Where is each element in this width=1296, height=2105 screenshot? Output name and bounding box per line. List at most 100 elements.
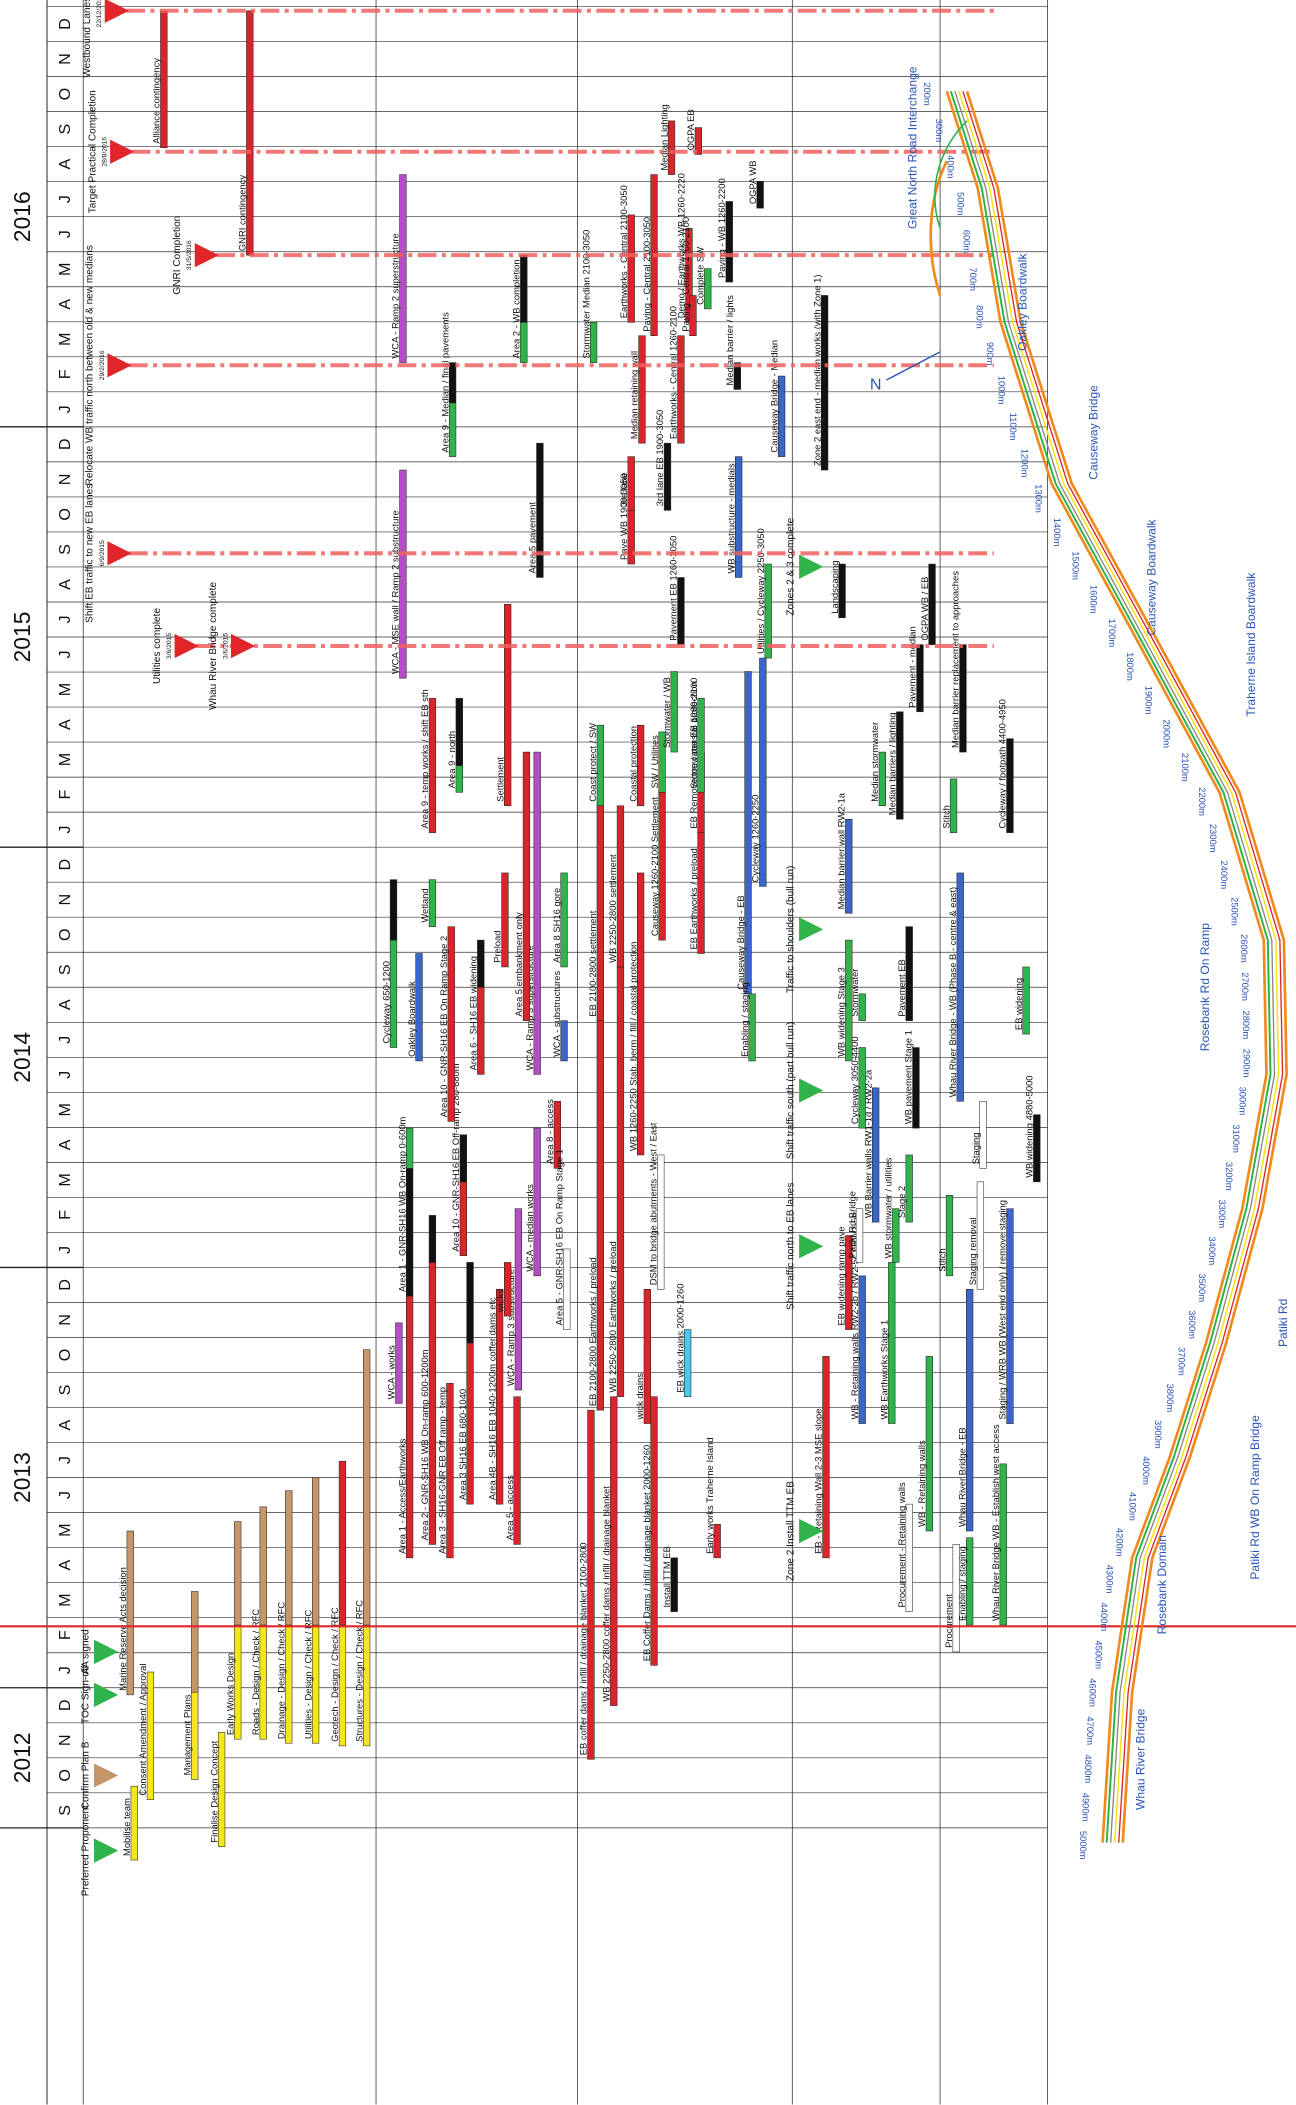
north-arrow (886, 351, 941, 381)
activity-bar (912, 1047, 920, 1129)
activity-label: Procurement - Retaining walls (896, 1482, 907, 1608)
activity-label: Area 5 pavement (527, 502, 538, 574)
chainage-label: 5000m (1078, 1831, 1089, 1860)
activity-label: 3rd lane (618, 472, 629, 506)
activity-label: Utilities - Design / Check / RFC (302, 1610, 313, 1740)
activity-bar (1022, 966, 1030, 1035)
activity-label: Geotech - Design / Check / RFC (329, 1607, 340, 1742)
year-label: 2016 (9, 191, 35, 242)
activity-label: WCA - Ramp 2 superstructure (390, 233, 401, 358)
activity-bar (363, 1349, 371, 1626)
activity-bar (610, 1396, 618, 1706)
activity-bar (896, 711, 904, 820)
activity-bar (389, 879, 398, 941)
activity-label: Causeway Bridge - Median (768, 340, 779, 453)
chainage-label: 2900m (1242, 1049, 1253, 1078)
chainage-label: 1700m (1107, 618, 1118, 647)
month-label: N (56, 1314, 74, 1326)
activity-bar (428, 698, 437, 833)
interchange-ramp (929, 160, 949, 296)
milestone-label: Zone 2 Install TTM EB (786, 1481, 797, 1581)
chainage-label: 2200m (1197, 787, 1208, 816)
activity-label: Staging (970, 1133, 981, 1165)
chainage-label: 300m (934, 119, 945, 143)
chainage-label: 3000m (1238, 1087, 1249, 1116)
road-alignment (945, 90, 1268, 1843)
activity-bar (945, 1194, 954, 1277)
activity-label: Stormwater Median 2100-3050 (580, 230, 591, 359)
road-alignment (949, 91, 1272, 1843)
month-label: J (56, 195, 74, 203)
milestone-marker (194, 243, 219, 268)
activity-label: Whau River Bridge WB - Establish west ac… (990, 1424, 1001, 1621)
activity-label: Early Works Design (224, 1653, 235, 1735)
year-label: 2012 (9, 1732, 35, 1783)
activity-bar (495, 1289, 504, 1505)
activity-bar (956, 872, 964, 1102)
activity-bar (587, 1409, 595, 1760)
road-alignment (965, 90, 1288, 1843)
milestone-label: Utilities complete (152, 608, 163, 684)
activity-bar (820, 295, 829, 471)
activity-label: Area 5 embankment only (513, 912, 524, 1017)
activity-bar (759, 657, 767, 887)
activity-bar (1006, 738, 1014, 833)
activity-label: WB widening 4880-5000 (1024, 1075, 1035, 1177)
chainage-label: 4100m (1128, 1492, 1139, 1521)
month-label: D (56, 859, 74, 871)
activity-bar (949, 778, 958, 833)
milestone-label: Traffic to shoulders (bull run) (786, 866, 797, 994)
chainage-label: 2800m (1241, 1010, 1252, 1039)
chainage-label: 3700m (1176, 1347, 1187, 1376)
activity-bar (952, 1544, 960, 1653)
milestone-marker (799, 554, 824, 579)
activity-label: Area 10 - GNR-SH16 EB On Ramp Stage 2 (438, 936, 449, 1118)
milestone-marker (107, 541, 132, 566)
activity-label: wicks (494, 1289, 505, 1313)
month-label: M (56, 333, 74, 346)
milestone-marker (107, 353, 132, 378)
activity-bar (683, 1329, 692, 1397)
chainage-label: 1100m (1008, 413, 1019, 441)
chainage-label: 200m (922, 82, 933, 106)
activity-bar (560, 1020, 568, 1062)
chainage-label: 3900m (1153, 1420, 1164, 1449)
activity-bar (338, 1460, 347, 1626)
activity-label: WB 2250-2800 Earthworks / preload (607, 1241, 618, 1392)
activity-label: Median barriers / lighting (887, 712, 898, 815)
year-label: 2015 (9, 612, 35, 663)
activity-label: Alliance contingency (151, 58, 162, 144)
activity-bar (522, 751, 531, 1021)
activity-bar (395, 1322, 403, 1404)
activity-label: SW / Utilities (649, 735, 660, 789)
activity-bar (878, 751, 886, 807)
milestone-label: Zones 2 & 3 complete (786, 517, 797, 615)
activity-label: Early works Traherne Island (704, 1437, 715, 1553)
month-label: D (56, 18, 74, 30)
activity-bar (713, 1524, 721, 1559)
milestone-label: Westbound Lanes Deliverable (82, 0, 93, 78)
month-label: A (56, 999, 74, 1010)
activity-label: Marine Reserve Acts decision (117, 1567, 128, 1691)
activity-label: EB widening ramp pave (836, 1226, 847, 1325)
place-label: Causeway Bridge (1087, 385, 1101, 480)
activity-bar (533, 751, 541, 1075)
month-label: D (56, 1699, 74, 1711)
activity-label: Area 3 SH16 EB 680-1040 (457, 1389, 468, 1500)
activity-bar (670, 671, 678, 753)
month-label: O (56, 1349, 74, 1362)
activity-label: Enabling / staging (956, 1546, 967, 1621)
month-label: D (56, 439, 74, 451)
place-label: Patiki Rd (1276, 1299, 1290, 1347)
activity-label: Median barrier replacement to approaches (950, 571, 961, 748)
chainage-label: 3800m (1165, 1383, 1176, 1412)
month-label: F (56, 790, 74, 800)
chainage-label: 3400m (1207, 1236, 1218, 1265)
activity-label: Procurement (943, 1594, 954, 1648)
chainage-label: 500m (955, 192, 966, 216)
chainage-label: 1200m (1020, 449, 1031, 478)
activity-label: Area 9 - north (446, 731, 457, 788)
month-label: A (56, 1419, 74, 1430)
month-label: M (56, 1523, 74, 1536)
activity-bar (477, 939, 485, 988)
